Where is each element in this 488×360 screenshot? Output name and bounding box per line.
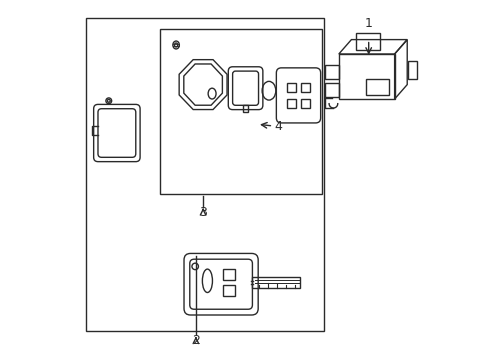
Text: 3: 3 <box>199 206 206 219</box>
Text: 4: 4 <box>273 120 282 132</box>
Text: 1: 1 <box>364 17 372 30</box>
Text: 2: 2 <box>192 334 200 347</box>
